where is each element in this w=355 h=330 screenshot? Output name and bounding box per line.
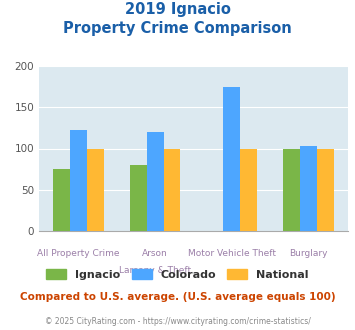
Bar: [164, 148, 180, 231]
Text: All Property Crime: All Property Crime: [37, 249, 120, 258]
Text: 2019 Ignacio: 2019 Ignacio: [125, 2, 230, 16]
Legend: Ignacio, Colorado, National: Ignacio, Colorado, National: [42, 265, 313, 284]
Text: Arson: Arson: [142, 249, 168, 258]
Bar: [130, 165, 147, 231]
Text: Property Crime Comparison: Property Crime Comparison: [63, 21, 292, 36]
Text: Motor Vehicle Theft: Motor Vehicle Theft: [188, 249, 276, 258]
Text: Compared to U.S. average. (U.S. average equals 100): Compared to U.S. average. (U.S. average …: [20, 292, 335, 302]
Bar: [300, 146, 317, 231]
Text: Larceny & Theft: Larceny & Theft: [119, 266, 191, 275]
Text: © 2025 CityRating.com - https://www.cityrating.com/crime-statistics/: © 2025 CityRating.com - https://www.city…: [45, 317, 310, 326]
Bar: [70, 129, 87, 231]
Bar: [147, 132, 164, 231]
Bar: [87, 148, 104, 231]
Bar: [53, 169, 70, 231]
Bar: [240, 148, 257, 231]
Bar: [223, 86, 240, 231]
Text: Burglary: Burglary: [289, 249, 328, 258]
Bar: [317, 148, 334, 231]
Bar: [283, 148, 300, 231]
